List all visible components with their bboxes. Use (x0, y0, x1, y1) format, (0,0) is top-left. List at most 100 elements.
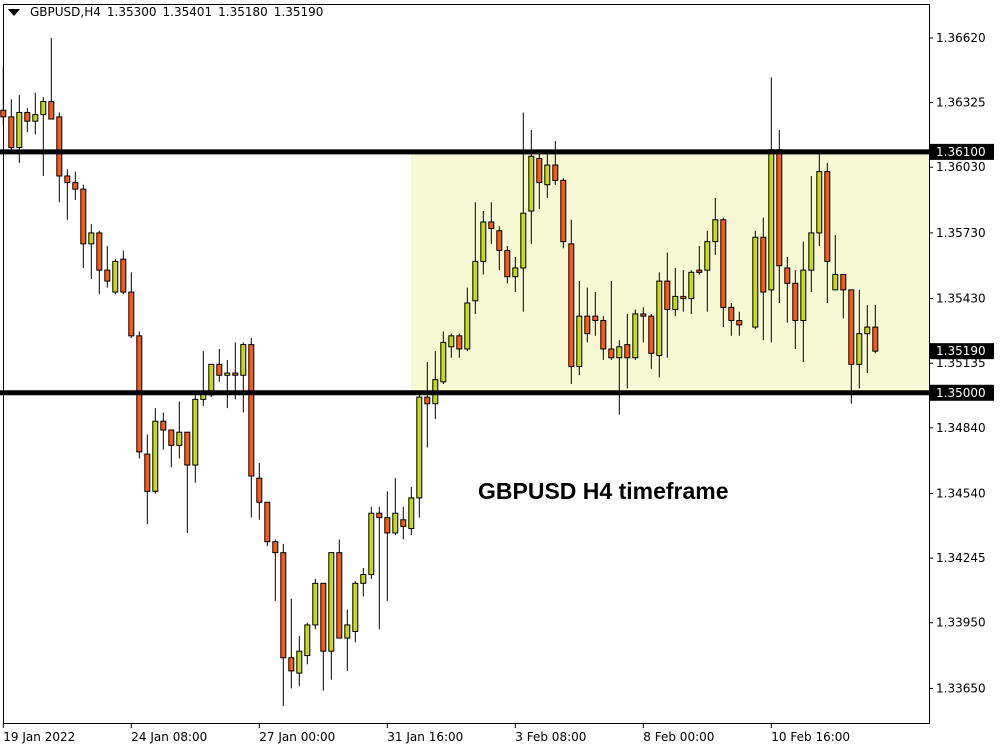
close-value: 1.35190 (273, 5, 324, 19)
candle (728, 302, 735, 336)
candle (816, 149, 823, 247)
bull-candle-body (528, 155, 535, 212)
candle (480, 211, 487, 275)
candle (88, 224, 95, 279)
bull-candle-body (832, 274, 839, 291)
symbol-label: GBPUSD,H4 (30, 5, 101, 19)
bull-candle-body (240, 344, 247, 376)
candle (328, 552, 335, 680)
bear-candle-body (600, 320, 607, 350)
candle (112, 259, 119, 295)
bear-candle-body (536, 157, 543, 184)
bear-candle-body (648, 315, 655, 354)
chart-header: GBPUSD,H4 1.35300 1.35401 1.35180 1.3519… (6, 5, 329, 19)
bull-candle-body (856, 333, 863, 365)
candle (840, 274, 847, 319)
bear-candle-body (664, 280, 671, 311)
bear-candle-body (376, 512, 383, 519)
bull-candle-body (632, 313, 639, 359)
y-tick-label: 1.33950 (936, 616, 986, 630)
candle (352, 581, 359, 643)
bear-candle-body (840, 274, 847, 291)
candle (168, 429, 175, 468)
candle (456, 333, 463, 358)
bear-candle-body (80, 188, 87, 245)
bear-candle-body (0, 109, 7, 118)
horizontal-line-price-tag (930, 143, 994, 160)
bear-candle-body (696, 269, 703, 273)
bear-candle-body (384, 517, 391, 534)
candle (216, 348, 223, 382)
candle (872, 304, 879, 354)
horizontal-line-price-label: 1.35000 (936, 386, 986, 400)
candle (64, 169, 71, 220)
candle (832, 235, 839, 291)
candle (344, 609, 351, 671)
bear-candle-body (848, 289, 855, 365)
bull-candle-body (392, 512, 399, 534)
candle (392, 478, 399, 536)
bull-candle-body (224, 372, 231, 376)
candle (0, 66, 7, 126)
candle (568, 219, 575, 385)
candle (384, 491, 391, 601)
candle (680, 270, 687, 312)
bull-candle-body (712, 219, 719, 243)
bear-candle-body (608, 348, 615, 359)
y-tick-label: 1.35730 (936, 226, 986, 240)
bear-candle-body (336, 552, 343, 639)
candle (504, 246, 511, 284)
candle (544, 149, 551, 198)
bear-candle-body (128, 291, 135, 337)
candle (80, 184, 87, 268)
candle (784, 257, 791, 323)
candle (664, 252, 671, 358)
candle (528, 129, 535, 244)
bear-candle-body (232, 372, 239, 376)
bear-candle-body (760, 236, 767, 293)
bear-candle-body (56, 116, 63, 177)
candle (320, 582, 327, 691)
candle (96, 230, 103, 295)
bull-candle-body (464, 302, 471, 350)
candle (160, 412, 167, 450)
bear-candle-body (488, 221, 495, 230)
bull-candle-body (512, 267, 519, 278)
plot-frame (3, 4, 930, 724)
candle (416, 392, 423, 518)
bear-candle-body (584, 315, 591, 335)
candle (40, 97, 47, 176)
candle (272, 539, 279, 601)
candle (712, 197, 719, 255)
bear-candle-body (792, 282, 799, 322)
candle (864, 305, 871, 374)
bear-candle-body (728, 306, 735, 322)
bear-candle-body (144, 453, 151, 492)
x-tick-label: 27 Jan 00:00 (259, 730, 335, 744)
bear-candle-body (872, 326, 879, 352)
candle (128, 272, 135, 339)
bull-candle-body (352, 582, 359, 632)
x-tick-label: 10 Feb 16:00 (771, 730, 850, 744)
y-tick-label: 1.34840 (936, 421, 986, 435)
x-tick-label: 3 Feb 08:00 (515, 730, 586, 744)
bull-candle-body (808, 232, 815, 271)
candle (448, 333, 455, 358)
candle (608, 281, 615, 360)
y-tick-label: 1.34540 (936, 487, 986, 501)
candle (152, 408, 159, 494)
triangle-down-icon[interactable] (8, 8, 20, 16)
candle (592, 292, 599, 336)
candle (264, 501, 271, 547)
range-zone (411, 151, 929, 393)
y-tick-label: 1.34245 (936, 551, 986, 565)
bear-candle-body (72, 182, 79, 190)
bear-candle-body (496, 230, 503, 251)
bear-candle-body (272, 541, 279, 554)
bull-candle-body (616, 346, 623, 359)
bear-candle-body (824, 171, 831, 262)
bull-candle-body (576, 315, 583, 368)
bear-candle-body (736, 320, 743, 326)
